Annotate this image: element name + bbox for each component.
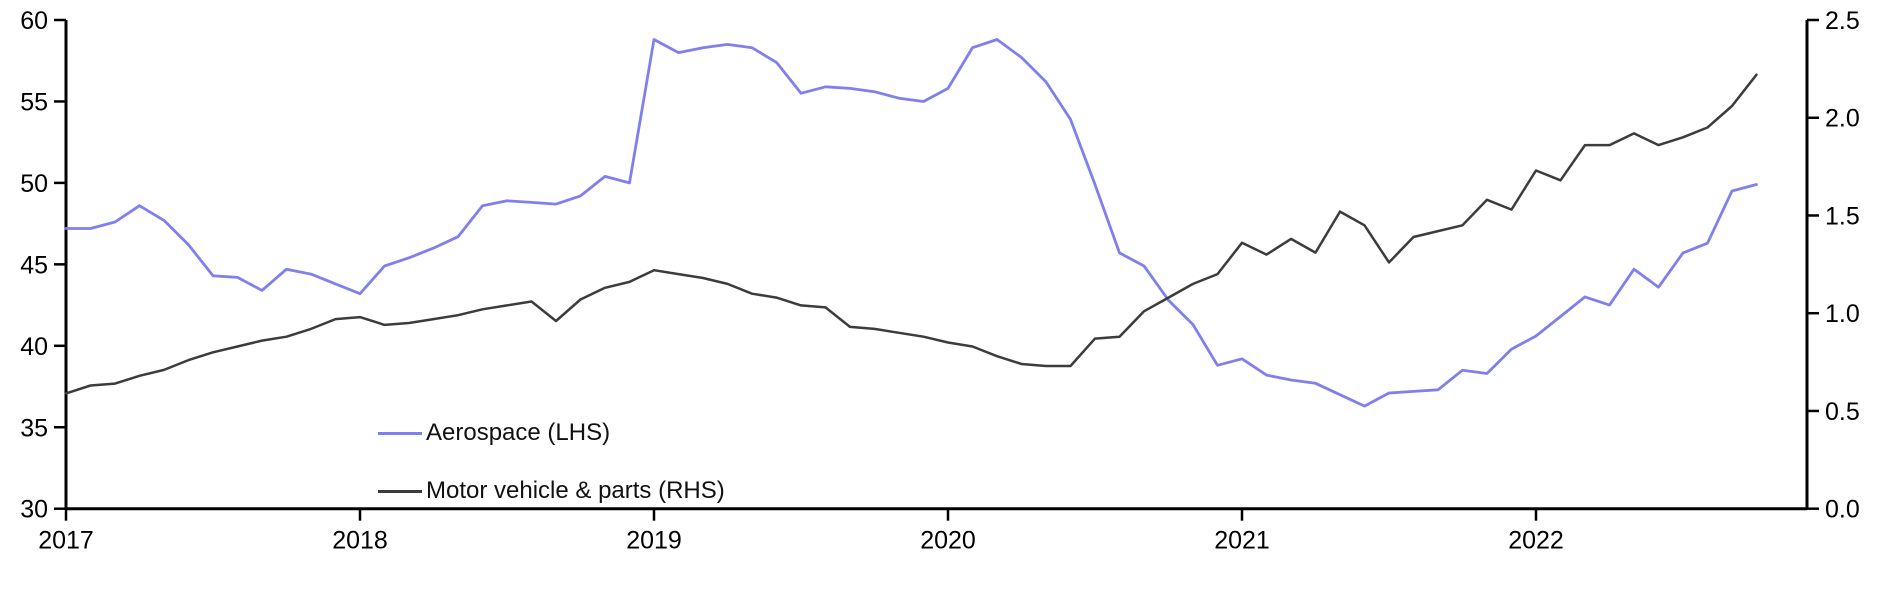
left-axis-tick-label: 30 [20,496,48,524]
tick-labels-layer: 30 35 40 45 50 55 60 0.0 0.5 1.0 1.5 2.0 2.5 2017 2018… [20,7,1860,555]
right-axis-tick-label: 2.0 [1825,105,1860,133]
x-axis-tick-label: 2020 [920,527,976,555]
aerospace-line [64,38,1758,408]
legend-label-aerospace: Aerospace (LHS) [426,419,611,446]
motor-vehicle-line-swatch [378,489,422,493]
right-axis-tick-label: 0.0 [1825,496,1860,524]
legend-item-motor-vehicle: Motor vehicle & parts (RHS) [378,479,725,503]
left-axis-tick-label: 45 [20,251,48,279]
x-axis-tick-label: 2017 [38,527,94,555]
motor-vehicle-parts-line [64,73,1758,395]
x-axis-tick-label: 2022 [1508,527,1564,555]
right-axis-tick-label: 1.5 [1825,202,1860,230]
left-axis-tick-label: 40 [20,333,48,361]
legend-item-aerospace: Aerospace (LHS) [378,421,610,445]
x-axis-tick-label: 2019 [626,527,682,555]
left-axis-tick-label: 35 [20,414,48,442]
data-series-layer [64,38,1758,408]
axes-layer [54,18,1819,521]
left-axis-tick-label: 55 [20,88,48,116]
aerospace-line-swatch [378,431,422,435]
right-axis-tick-label: 1.0 [1825,300,1860,328]
legend-label-motor-vehicle: Motor vehicle & parts (RHS) [426,477,725,504]
left-axis-tick-label: 50 [20,170,48,198]
x-axis-tick-label: 2018 [332,527,388,555]
left-axis-tick-label: 60 [20,7,48,35]
right-axis-tick-label: 0.5 [1825,398,1860,426]
right-axis-tick-label: 2.5 [1825,7,1860,35]
x-axis-tick-label: 2021 [1214,527,1270,555]
